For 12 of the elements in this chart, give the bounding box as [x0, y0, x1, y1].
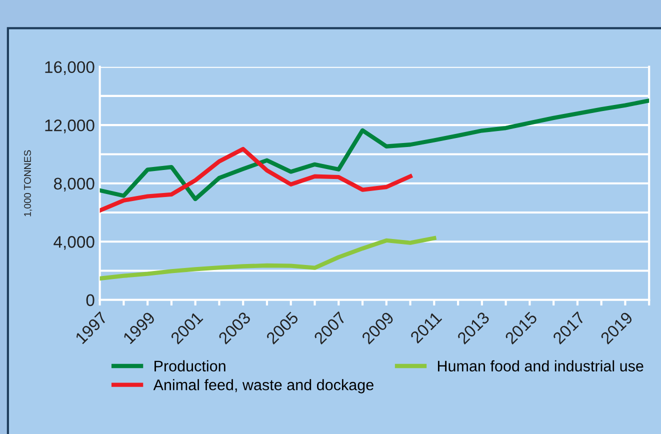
legend-label: Production — [154, 360, 226, 372]
y-axis-title: 1,000 TONNES — [24, 150, 32, 216]
line-series — [100, 236, 436, 281]
legend-label: Animal feed, waste and dockage — [153, 379, 374, 394]
y-tick-label: 8,000 — [54, 178, 94, 192]
y-tick-label: 12,000 — [45, 120, 94, 134]
line-series — [100, 146, 412, 213]
y-tick-label: 0 — [86, 294, 94, 306]
y-tick-label: 4,000 — [54, 236, 94, 250]
line-series — [100, 98, 650, 202]
legend-label: Human food and industrial use — [438, 360, 644, 372]
y-tick-label: 16,000 — [45, 61, 94, 76]
